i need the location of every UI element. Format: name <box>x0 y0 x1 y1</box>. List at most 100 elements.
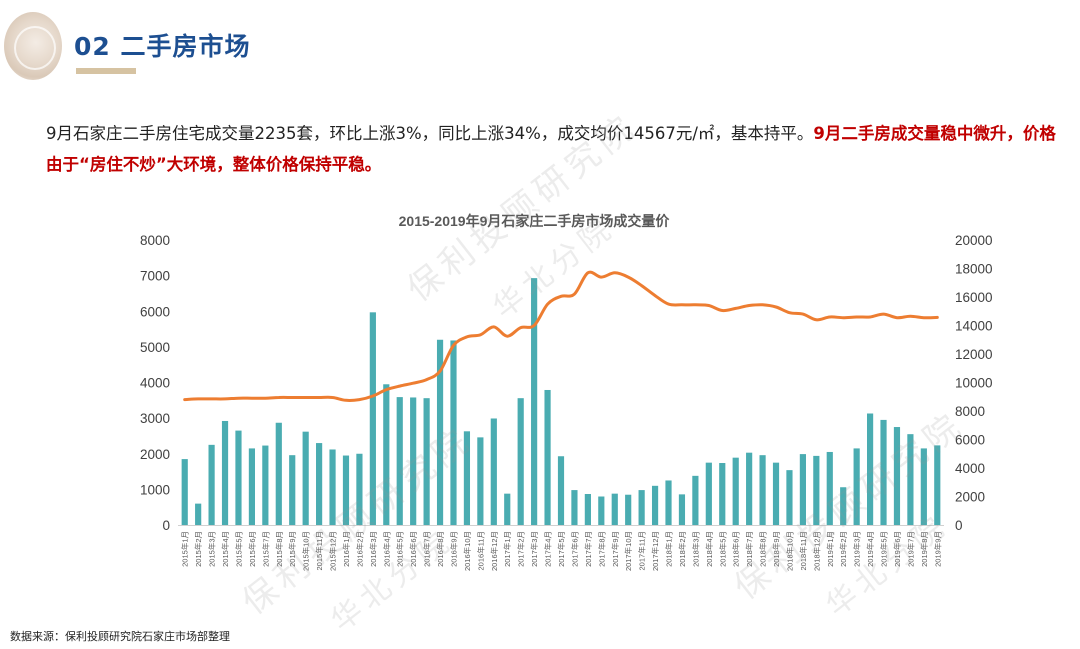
x-tick-label: 2018年12月 <box>811 531 821 571</box>
y-right-tick-label: 12000 <box>955 347 993 362</box>
y-right-tick-label: 18000 <box>955 262 993 277</box>
volume-bar <box>195 503 202 525</box>
volume-bar <box>826 451 833 525</box>
x-tick-label: 2018年1月 <box>664 531 674 567</box>
volume-bar <box>477 437 484 525</box>
summary-paragraph: 9月石家庄二手房住宅成交量2235套，环比上涨3%，同比上涨34%，成交均价14… <box>46 118 1066 180</box>
x-tick-label: 2017年9月 <box>610 531 620 567</box>
volume-bar <box>678 494 686 525</box>
volume-bar <box>410 397 417 525</box>
x-tick-label: 2019年1月 <box>825 531 835 567</box>
y-right-tick-label: 8000 <box>955 404 985 419</box>
volume-bar <box>746 452 753 525</box>
volume-bar <box>665 480 672 525</box>
right-axis: 0 2000 4000 6000 8000 10000 12000 14000 16000 180… <box>955 233 993 533</box>
x-tick-label: 2019年7月 <box>905 531 915 567</box>
volume-bar <box>302 431 309 525</box>
y-left-tick-label: 2000 <box>140 447 170 462</box>
y-right-tick-label: 4000 <box>955 461 985 476</box>
x-tick-label: 2019年8月 <box>919 531 929 567</box>
y-right-tick-label: 16000 <box>955 290 993 305</box>
y-left-tick-label: 3000 <box>140 411 170 426</box>
chart-title: 2015-2019年9月石家庄二手房市场成交量价 <box>399 213 671 229</box>
title-underline-bar <box>76 68 136 74</box>
volume-bar <box>275 422 282 525</box>
volume-bar <box>329 449 336 525</box>
volume-bar <box>557 456 565 525</box>
x-tick-label: 2016年11月 <box>475 531 485 570</box>
price-line <box>183 270 939 402</box>
x-tick-label: 2017年6月 <box>569 531 579 567</box>
volume-bar <box>356 453 363 525</box>
x-tick-label: 2019年5月 <box>879 531 889 567</box>
x-tick-label: 2017年11月 <box>637 531 647 570</box>
x-tick-label: 2016年12月 <box>489 531 499 571</box>
x-tick-label: 2018年6月 <box>731 531 741 567</box>
data-source-note: 数据来源：保利投顾研究院石家庄市场部整理 <box>10 630 230 643</box>
x-tick-label: 2017年2月 <box>516 531 526 567</box>
y-left-tick-label: 6000 <box>140 304 170 319</box>
x-tick-label: 2018年9月 <box>771 531 781 567</box>
x-tick-label: 2017年4月 <box>543 531 553 567</box>
x-tick-label: 2016年10月 <box>462 531 472 571</box>
volume-bar <box>221 420 229 525</box>
x-tick-label: 2015年11月 <box>314 531 324 570</box>
volume-bar <box>934 445 941 525</box>
volume-bar <box>450 340 457 525</box>
x-tick-label: 2017年7月 <box>583 531 593 567</box>
x-tick-label: 2019年6月 <box>892 531 902 567</box>
x-tick-label: 2016年9月 <box>448 531 458 567</box>
x-tick-label: 2015年10月 <box>301 531 311 571</box>
x-tick-label: 2016年2月 <box>354 531 364 567</box>
x-tick-label: 2015年1月 <box>180 531 190 567</box>
x-tick-label: 2015年3月 <box>207 531 217 567</box>
volume-bar <box>638 490 645 525</box>
x-tick-label: 2018年3月 <box>690 531 700 567</box>
y-right-tick-label: 6000 <box>955 433 985 448</box>
x-tick-label: 2015年9月 <box>287 531 297 567</box>
volume-bar <box>813 455 820 525</box>
x-tick-label: 2015年4月 <box>220 531 230 567</box>
x-tick-label: 2016年6月 <box>408 531 418 567</box>
volume-bar <box>880 419 887 525</box>
volume-bar <box>705 462 712 525</box>
x-tick-label: 2016年7月 <box>422 531 432 567</box>
volume-bar <box>463 431 471 525</box>
x-tick-label: 2015年8月 <box>274 531 284 567</box>
x-tick-label: 2018年7月 <box>744 531 754 567</box>
x-tick-label: 2017年3月 <box>529 531 539 567</box>
volume-bar <box>611 493 618 525</box>
y-left-tick-label: 4000 <box>140 376 170 391</box>
x-tick-label: 2019年9月 <box>932 531 942 567</box>
volume-bar <box>598 496 605 525</box>
volume-bar <box>396 397 403 525</box>
volume-bar <box>262 445 269 525</box>
volume-bar <box>840 487 847 525</box>
x-tick-label: 2015年7月 <box>260 531 270 567</box>
x-tick-label: 2018年8月 <box>758 531 768 567</box>
volume-bar <box>907 434 914 525</box>
volume-bar <box>719 463 726 525</box>
x-tick-label: 2018年5月 <box>717 531 727 567</box>
y-left-tick-label: 0 <box>162 518 170 533</box>
volume-bar <box>799 454 806 525</box>
x-tick-label: 2017年12月 <box>650 531 660 571</box>
x-tick-label: 2016年5月 <box>395 531 405 567</box>
volume-bar <box>732 457 739 525</box>
volume-bars <box>181 278 941 525</box>
volume-bar <box>436 339 444 525</box>
volume-bar <box>625 494 632 525</box>
x-tick-label: 2019年4月 <box>865 531 875 567</box>
volume-bar <box>181 459 188 525</box>
y-right-tick-label: 14000 <box>955 319 993 334</box>
y-right-tick-label: 20000 <box>955 233 993 248</box>
x-tick-label: 2017年8月 <box>596 531 606 567</box>
summary-highlight: 9月二手房成交量稳中微升，价格由于“房住不炒”大环境，整体价格保持平稳。 <box>46 124 1056 174</box>
volume-bar <box>383 384 390 525</box>
x-tick-label: 2016年1月 <box>341 531 351 567</box>
volume-bar <box>893 427 901 525</box>
volume-bar <box>651 485 659 525</box>
x-axis-labels: 2015年1月 2015年2月 2015年3月 2015年4月 2015年5月 2015年… <box>180 531 943 571</box>
volume-bar <box>692 475 699 525</box>
